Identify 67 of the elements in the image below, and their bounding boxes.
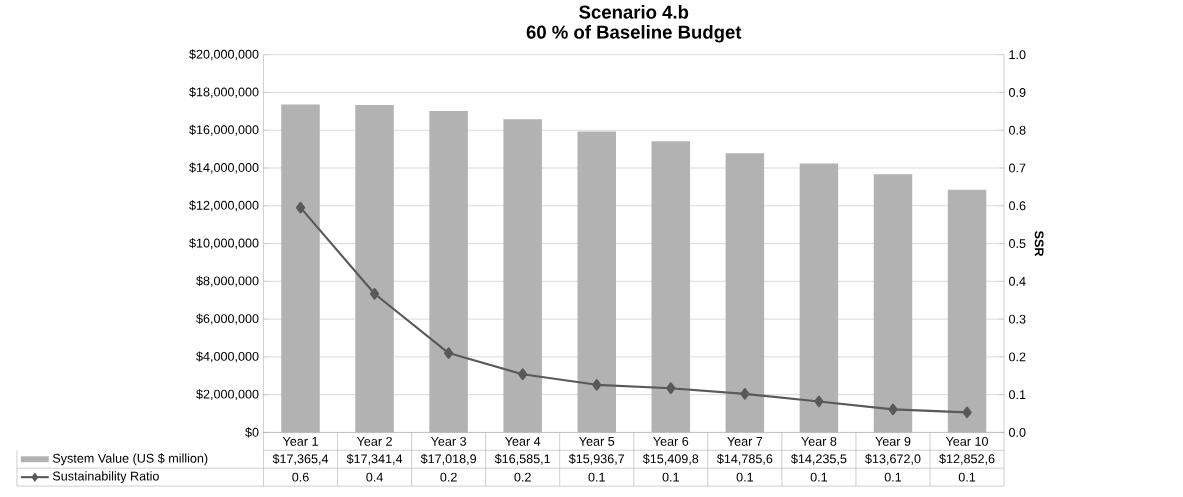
x-tick-label: Year 5 (579, 436, 615, 446)
legend-label: System Value (US $ million) (52, 453, 208, 466)
data-label: 0.2 (440, 472, 457, 482)
data-label: 0.1 (736, 472, 753, 482)
legend-label: Sustainability Ratio (52, 471, 159, 484)
data-label: $17,018,9 (420, 453, 477, 465)
point (518, 368, 528, 381)
data-label: $17,365,4 (272, 453, 329, 465)
data-label: $12,852,6 (939, 453, 995, 465)
y-tick-label: $6,000,000 (196, 313, 259, 325)
data-label: 0.1 (958, 472, 976, 482)
point (888, 403, 898, 416)
x-tick-label: Year 10 (945, 436, 989, 446)
y-tick-label: $18,000,000 (189, 86, 259, 98)
data-label: $14,235,5 (791, 453, 847, 465)
x-tick-label: Year 8 (801, 436, 837, 446)
data-label: $17,341,4 (346, 453, 403, 465)
data-label: 0.1 (588, 472, 605, 482)
y-tick-label: $2,000,000 (196, 389, 259, 401)
data-label: $14,785,6 (717, 453, 773, 465)
data-label: 0.4 (366, 472, 383, 482)
x-tick-label: Year 3 (430, 436, 467, 446)
y2-tick-label: 0.7 (1009, 163, 1026, 173)
x-tick-label: Year 9 (875, 436, 911, 446)
y2-tick-label: 0.0 (1009, 427, 1026, 437)
chart-title: Scenario 4.b (579, 5, 689, 19)
point (666, 382, 676, 395)
x-tick-label: Year 4 (504, 436, 541, 446)
point (443, 347, 454, 359)
y2-tick-label: 0.4 (1009, 276, 1026, 286)
y-tick-label: $8,000,000 (196, 275, 259, 287)
y-tick-label: $14,000,000 (189, 162, 259, 174)
y2-axis-title: SSR (1034, 230, 1044, 257)
data-label: $15,936,7 (568, 453, 625, 465)
data-label: 0.6 (292, 472, 309, 482)
x-tick-label: Year 2 (356, 436, 392, 446)
point (592, 378, 602, 391)
y2-tick-label: 0.5 (1009, 239, 1026, 248)
point (740, 388, 750, 400)
x-tick-label: Year 6 (653, 436, 689, 446)
y-tick-label: $12,000,000 (189, 200, 259, 212)
point (962, 406, 972, 419)
data-label: 0.1 (884, 472, 902, 482)
y-tick-label: $0 (245, 427, 259, 438)
data-label: 0.1 (662, 472, 679, 482)
y2-tick-label: 0.1 (1009, 390, 1026, 400)
data-label: $16,585,1 (494, 453, 551, 465)
y2-tick-label: 0.6 (1009, 201, 1026, 211)
y-tick-label: $16,000,000 (189, 124, 259, 136)
y-tick-label: $20,000,000 (189, 49, 259, 61)
point (814, 395, 824, 408)
x-tick-label: Year 1 (282, 436, 318, 446)
point (295, 201, 306, 214)
data-label: 0.1 (810, 472, 828, 482)
x-tick-label: Year 7 (727, 436, 763, 446)
data-label: 0.2 (514, 472, 531, 482)
y2-tick-label: 0.8 (1009, 125, 1026, 135)
y2-tick-label: 0.2 (1009, 352, 1026, 362)
data-label: $13,672,0 (865, 453, 921, 465)
y-tick-label: $10,000,000 (189, 238, 259, 250)
chart-subtitle: 60 % of Baseline Budget (526, 25, 742, 43)
data-label: $15,409,8 (642, 453, 699, 465)
y2-tick-label: 0.3 (1009, 314, 1026, 324)
y2-tick-label: 0.9 (1009, 87, 1026, 97)
y2-tick-label: 1.0 (1009, 50, 1026, 60)
y-tick-label: $4,000,000 (196, 351, 259, 363)
point (369, 287, 380, 300)
